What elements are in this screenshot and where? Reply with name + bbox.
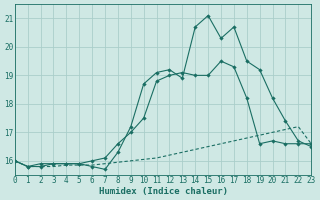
X-axis label: Humidex (Indice chaleur): Humidex (Indice chaleur)	[99, 187, 228, 196]
